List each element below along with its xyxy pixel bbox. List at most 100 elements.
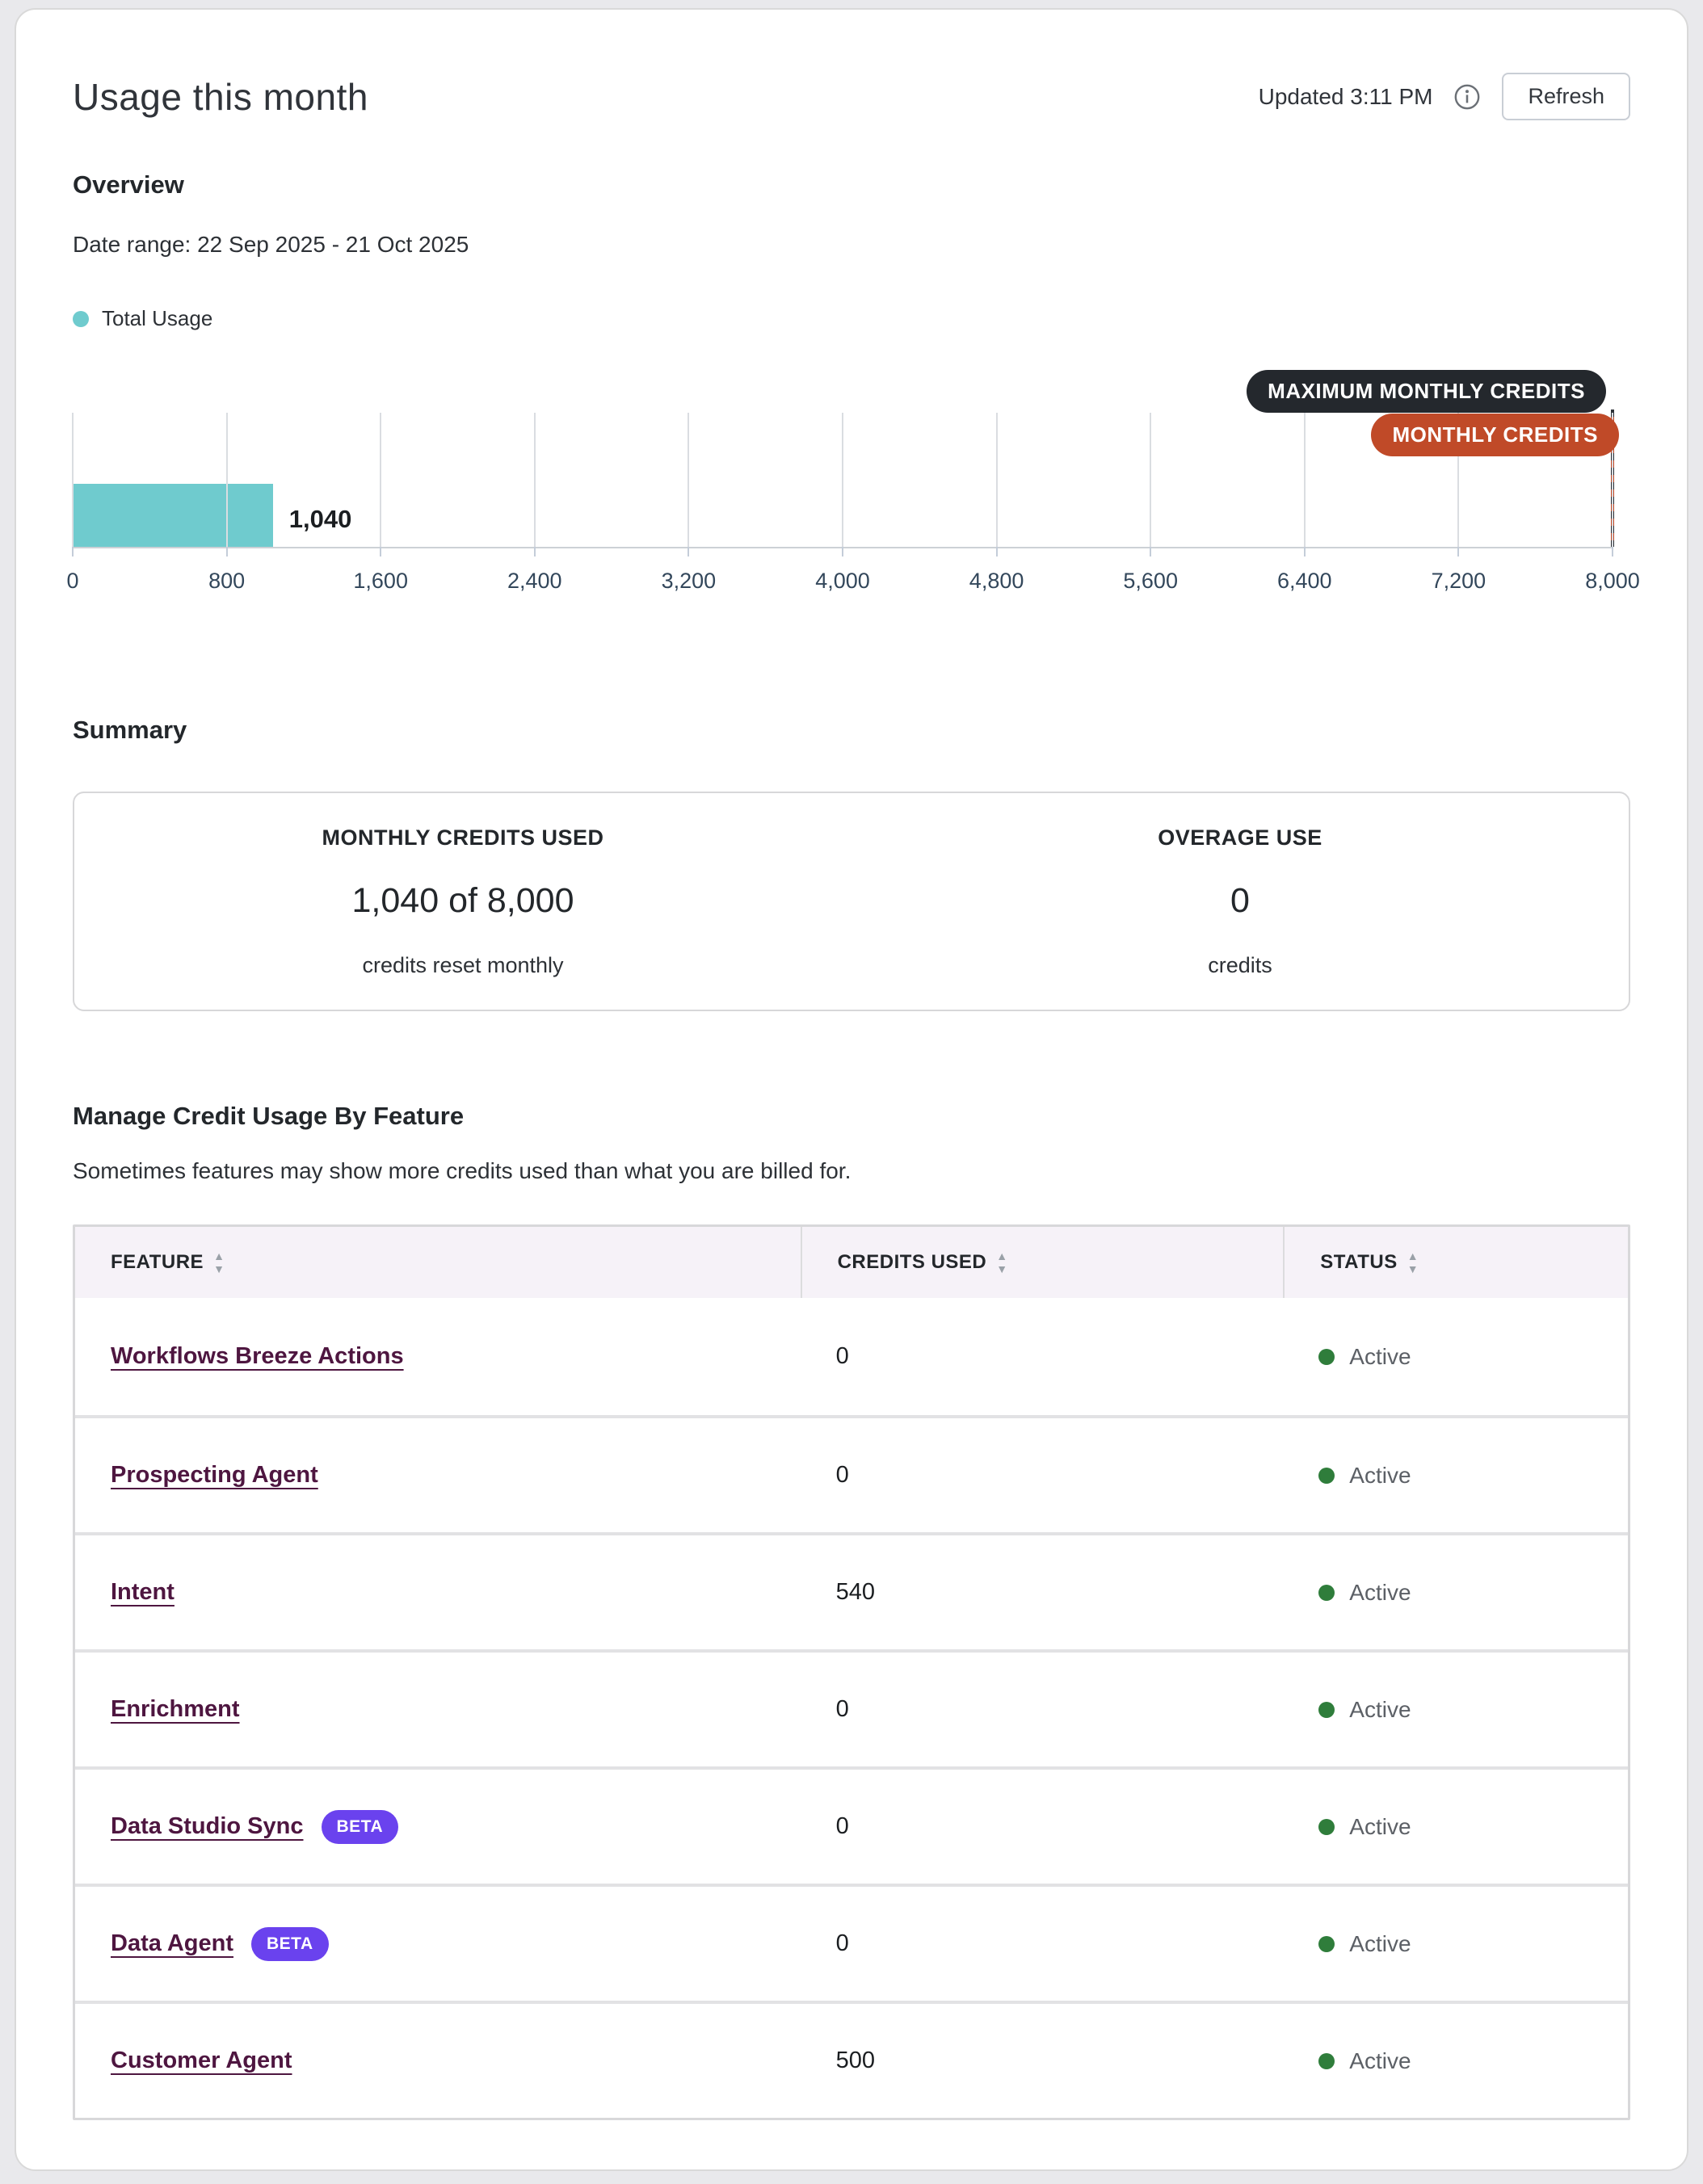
gridline: [1612, 413, 1613, 547]
feature-link[interactable]: Prospecting Agent: [111, 1462, 318, 1488]
chart-legend: Total Usage: [73, 306, 1630, 331]
status-dot-icon: [1318, 1348, 1335, 1365]
status-label: Active: [1349, 1343, 1411, 1369]
table-row: Prospecting Agent 0 Active: [75, 1415, 1628, 1532]
feature-usage-table: FEATURE ▲ ▼ CREDITS USED ▲ ▼ STATUS ▲ ▼ Wor…: [73, 1224, 1630, 2120]
summary-label: MONTHLY CREDITS USED: [322, 825, 604, 850]
axis-tick: [1612, 547, 1613, 556]
page-title: Usage this month: [73, 75, 368, 118]
max-monthly-credits-pill: MAXIMUM MONTHLY CREDITS: [1247, 370, 1606, 413]
status-label: Active: [1349, 2048, 1411, 2073]
table-header-row: FEATURE ▲ ▼ CREDITS USED ▲ ▼ STATUS ▲ ▼: [75, 1227, 1628, 1298]
feature-link[interactable]: Intent: [111, 1579, 175, 1605]
status-dot-icon: [1318, 1818, 1335, 1835]
chart-plot-area: 1,040: [72, 410, 1614, 556]
credits-used-value: 0: [835, 1343, 849, 1369]
axis-tick: [1150, 547, 1152, 556]
total-usage-bar: [73, 484, 273, 547]
info-icon[interactable]: [1453, 83, 1481, 111]
bar-value-label: 1,040: [288, 505, 352, 533]
summary-label: OVERAGE USE: [1158, 825, 1322, 850]
overage-use-cell: OVERAGE USE 0 credits: [852, 825, 1629, 978]
axis-tick-label: 8,000: [1585, 569, 1640, 593]
status-label: Active: [1349, 1579, 1411, 1605]
axis-tick-label: 3,200: [661, 569, 717, 593]
column-header-feature[interactable]: FEATURE ▲ ▼: [111, 1249, 225, 1275]
summary-card: MONTHLY CREDITS USED 1,040 of 8,000 cred…: [73, 792, 1630, 1011]
axis-tick: [380, 547, 382, 556]
table-row: Data Agent BETA 0 Active: [75, 1884, 1628, 2001]
legend-label: Total Usage: [102, 306, 213, 330]
feature-link[interactable]: Enrichment: [111, 1696, 240, 1722]
gridline: [380, 413, 382, 547]
summary-value: 1,040 of 8,000: [351, 880, 574, 920]
axis-tick-label: 4,800: [969, 569, 1024, 593]
refresh-button[interactable]: Refresh: [1502, 73, 1630, 120]
table-body: Workflows Breeze Actions 0 Active Prospe…: [75, 1298, 1628, 2118]
updated-timestamp: Updated 3:11 PM: [1258, 83, 1433, 109]
column-header-credits-used[interactable]: CREDITS USED ▲ ▼: [800, 1227, 1284, 1298]
axis-tick: [688, 547, 690, 556]
credits-used-value: 0: [835, 1462, 849, 1488]
status-label: Active: [1349, 1462, 1411, 1488]
sort-icon: ▲ ▼: [213, 1249, 225, 1275]
usage-bar-chart: 1,040 0 800 1,600 2,400 3,200 4,000 4,800 5,600…: [66, 360, 1640, 607]
gridline: [995, 413, 998, 547]
axis-tick-label: 5,600: [1123, 569, 1178, 593]
table-row: Customer Agent 500 Active: [75, 2001, 1628, 2118]
sort-icon: ▲ ▼: [1407, 1249, 1419, 1275]
usage-card: Usage this month Updated 3:11 PM Refresh…: [15, 8, 1688, 2171]
status-dot-icon: [1318, 1701, 1335, 1718]
overview-heading: Overview: [73, 170, 184, 199]
credits-used-value: 0: [835, 1813, 849, 1839]
axis-tick: [842, 547, 843, 556]
manage-usage-heading: Manage Credit Usage By Feature: [73, 1102, 465, 1130]
status-dot-icon: [1318, 2052, 1335, 2069]
gridline: [225, 413, 228, 547]
feature-link[interactable]: Customer Agent: [111, 2048, 292, 2073]
summary-heading: Summary: [73, 716, 187, 744]
feature-link[interactable]: Data Studio Sync: [111, 1813, 304, 1839]
credits-used-value: 0: [835, 1696, 849, 1722]
axis-tick-label: 2,400: [507, 569, 562, 593]
gridline: [72, 413, 74, 547]
axis-tick-label: 4,000: [815, 569, 870, 593]
axis-tick: [225, 547, 228, 556]
table-row: Enrichment 0 Active: [75, 1649, 1628, 1766]
column-header-status[interactable]: STATUS ▲ ▼: [1283, 1227, 1628, 1298]
date-range: Date range: 22 Sep 2025 - 21 Oct 2025: [73, 232, 469, 257]
gridline: [1457, 413, 1460, 547]
gridline: [688, 413, 690, 547]
status-dot-icon: [1318, 1935, 1335, 1952]
sort-icon: ▲ ▼: [996, 1249, 1008, 1275]
summary-caption: credits: [1208, 952, 1272, 977]
axis-tick: [995, 547, 998, 556]
summary-caption: credits reset monthly: [362, 952, 564, 977]
axis-tick: [1457, 547, 1460, 556]
monthly-credits-pill: MONTHLY CREDITS: [1371, 414, 1619, 456]
beta-badge: BETA: [321, 1809, 399, 1844]
axis-tick-label: 0: [66, 569, 79, 593]
axis-tick-label: 7,200: [1431, 569, 1486, 593]
axis-tick: [533, 547, 536, 556]
status-dot-icon: [1318, 1467, 1335, 1484]
gridline: [533, 413, 536, 547]
feature-link[interactable]: Workflows Breeze Actions: [111, 1343, 404, 1369]
x-axis-labels: 0 800 1,600 2,400 3,200 4,000 4,800 5,600 6,400 7…: [66, 569, 1639, 596]
credits-used-value: 0: [835, 1930, 849, 1956]
credits-used-value: 500: [835, 2048, 875, 2073]
axis-tick: [1303, 547, 1306, 556]
table-row: Workflows Breeze Actions 0 Active: [75, 1298, 1628, 1415]
gridline: [1150, 413, 1152, 547]
legend-dot-icon: [73, 310, 89, 327]
manage-usage-subtext: Sometimes features may show more credits…: [73, 1158, 852, 1183]
feature-link[interactable]: Data Agent: [111, 1930, 233, 1956]
page-header: Usage this month Updated 3:11 PM Refresh: [73, 73, 1630, 120]
status-dot-icon: [1318, 1584, 1335, 1601]
status-label: Active: [1349, 1696, 1411, 1722]
gridline: [842, 413, 843, 547]
status-label: Active: [1349, 1930, 1411, 1956]
axis-tick-label: 1,600: [353, 569, 408, 593]
gridline: [1303, 413, 1306, 547]
credits-used-value: 540: [835, 1579, 875, 1605]
